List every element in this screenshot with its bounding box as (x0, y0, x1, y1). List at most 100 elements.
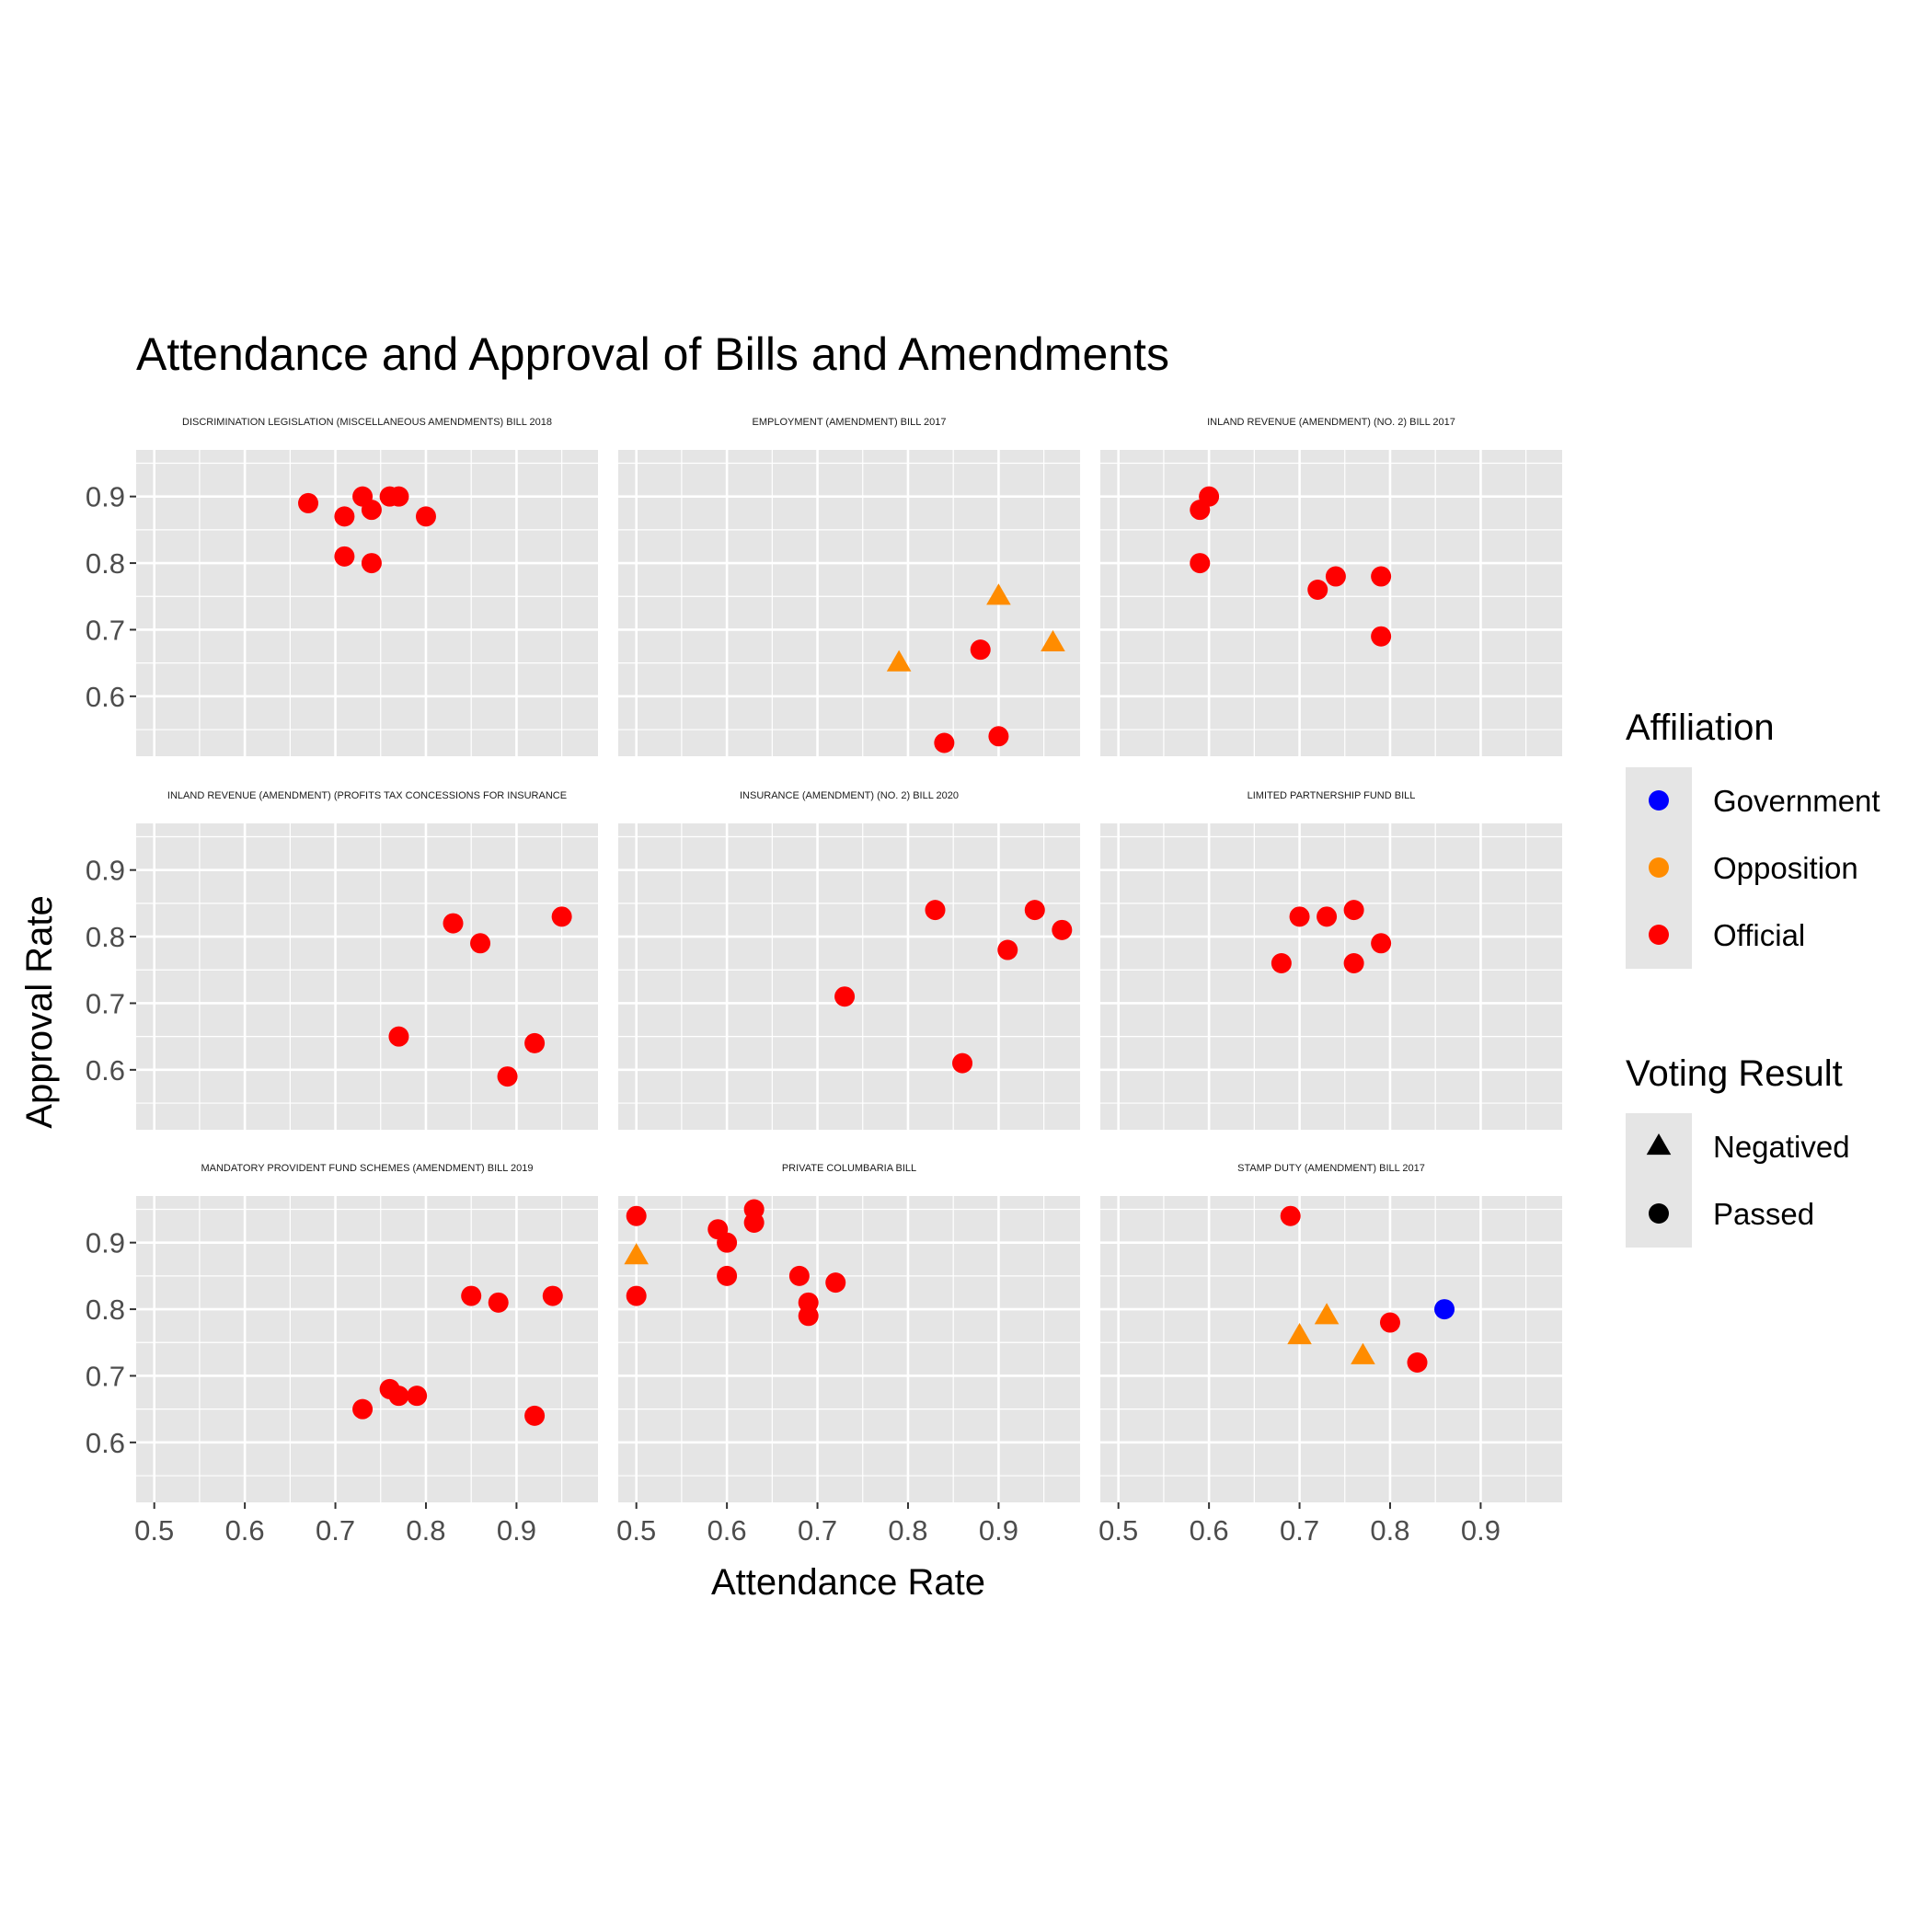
data-point (497, 1066, 518, 1087)
x-tick-label: 0.7 (1280, 1514, 1319, 1547)
data-point (361, 553, 382, 574)
y-tick-label: 0.8 (86, 547, 125, 580)
data-point (1434, 1299, 1455, 1320)
y-tick-label: 0.9 (86, 1227, 125, 1259)
panel-background (136, 823, 598, 1130)
data-point (988, 726, 1009, 747)
data-point (934, 732, 955, 753)
data-point (1371, 566, 1392, 587)
data-point-triangle (624, 1243, 649, 1265)
data-point (834, 986, 856, 1007)
data-point (1407, 1351, 1428, 1373)
data-point (1371, 626, 1392, 647)
x-tick-label: 0.7 (316, 1514, 355, 1547)
legend-title: Voting Result (1626, 1053, 1843, 1094)
data-point (1289, 906, 1310, 927)
legend-key-circle (1649, 857, 1669, 878)
data-point (488, 1292, 509, 1313)
data-point (1271, 953, 1292, 974)
y-tick-label: 0.7 (86, 987, 125, 1019)
x-tick-label: 0.8 (888, 1514, 927, 1547)
data-point (388, 1386, 409, 1407)
x-tick-label: 0.8 (1370, 1514, 1409, 1547)
y-tick-label: 0.6 (86, 681, 125, 713)
data-point (415, 506, 436, 527)
data-point (298, 492, 319, 513)
chart-title: Attendance and Approval of Bills and Ame… (136, 328, 1169, 380)
x-tick-label: 0.9 (1461, 1514, 1501, 1547)
panel-background (618, 1196, 1080, 1502)
data-point (352, 1398, 374, 1420)
data-point (470, 933, 491, 954)
y-tick-label: 0.9 (86, 855, 125, 887)
data-point (970, 639, 991, 661)
data-point-triangle (1287, 1323, 1312, 1345)
x-tick-label: 0.9 (979, 1514, 1018, 1547)
facet-panel: INLAND REVENUE (AMENDMENT) (NO. 2) BILL … (1100, 417, 1562, 756)
x-tick-label: 0.5 (616, 1514, 656, 1547)
facet-title: STAMP DUTY (AMENDMENT) BILL 2017 (1237, 1163, 1425, 1174)
data-point (524, 1405, 546, 1426)
legend-key-background (1626, 1113, 1692, 1248)
legend-entry-label: Government (1713, 784, 1880, 818)
data-point (1280, 1205, 1301, 1226)
x-tick-label: 0.6 (707, 1514, 747, 1547)
data-point (717, 1232, 738, 1253)
data-point (1307, 580, 1328, 601)
data-point (1343, 953, 1364, 974)
data-point (1190, 500, 1211, 521)
data-point-triangle (886, 650, 912, 672)
facet-title: INSURANCE (AMENDMENT) (NO. 2) BILL 2020 (740, 790, 959, 801)
data-point (361, 500, 382, 521)
x-axis-label: Attendance Rate (711, 1562, 985, 1603)
x-tick-label: 0.6 (225, 1514, 265, 1547)
facet-title: MANDATORY PROVIDENT FUND SCHEMES (AMENDM… (201, 1163, 533, 1174)
data-point (542, 1285, 563, 1306)
data-point (1190, 553, 1211, 574)
data-point-triangle (986, 583, 1011, 605)
y-tick-label: 0.8 (86, 921, 125, 953)
data-point (388, 486, 409, 507)
data-point (1379, 1312, 1400, 1333)
data-point (407, 1386, 428, 1407)
data-point (524, 1032, 546, 1053)
x-tick-label: 0.6 (1190, 1514, 1229, 1547)
facet-title: INLAND REVENUE (AMENDMENT) (NO. 2) BILL … (1207, 417, 1455, 428)
y-axis-label: Approval Rate (19, 895, 60, 1128)
legend-group: Voting Result Negatived Passed (1626, 1053, 1850, 1248)
data-point (717, 1265, 738, 1286)
legend-key-circle (1649, 1203, 1669, 1224)
legend-key-triangle (1646, 1133, 1672, 1156)
data-point-triangle (1351, 1342, 1375, 1364)
panel-background (1100, 450, 1562, 756)
data-point (1052, 919, 1073, 940)
data-point (443, 913, 464, 934)
data-point (1371, 933, 1392, 954)
y-tick-label: 0.7 (86, 614, 125, 646)
legend: Affiliation Government Opposition Official V… (1626, 707, 1880, 1248)
facet-panel: INSURANCE (AMENDMENT) (NO. 2) BILL 2020 (618, 790, 1080, 1130)
data-point (798, 1305, 819, 1327)
facet-panel: PRIVATE COLUMBARIA BILL 0.5 0.6 0.7 0.8 0.9 (616, 1163, 1080, 1547)
y-tick-label: 0.6 (86, 1054, 125, 1087)
data-point (626, 1205, 647, 1226)
x-tick-label: 0.5 (134, 1514, 174, 1547)
facet-title: LIMITED PARTNERSHIP FUND BILL (1248, 790, 1416, 801)
y-tick-label: 0.7 (86, 1360, 125, 1392)
facet-panel: EMPLOYMENT (AMENDMENT) BILL 2017 (618, 417, 1080, 756)
y-tick-label: 0.9 (86, 481, 125, 513)
data-point (1317, 906, 1338, 927)
data-point (334, 506, 355, 527)
data-point (334, 546, 355, 567)
data-point (1024, 900, 1045, 921)
data-point (743, 1212, 765, 1233)
data-point-triangle (1041, 629, 1065, 652)
facet-panels: DISCRIMINATION LEGISLATION (MISCELLANEOU… (86, 417, 1562, 1547)
panel-background (618, 823, 1080, 1130)
facet-panel: DISCRIMINATION LEGISLATION (MISCELLANEOU… (86, 417, 598, 756)
y-tick-label: 0.6 (86, 1427, 125, 1459)
legend-group: Affiliation Government Opposition Official (1626, 707, 1880, 969)
legend-title: Affiliation (1626, 707, 1775, 748)
data-point (925, 900, 946, 921)
